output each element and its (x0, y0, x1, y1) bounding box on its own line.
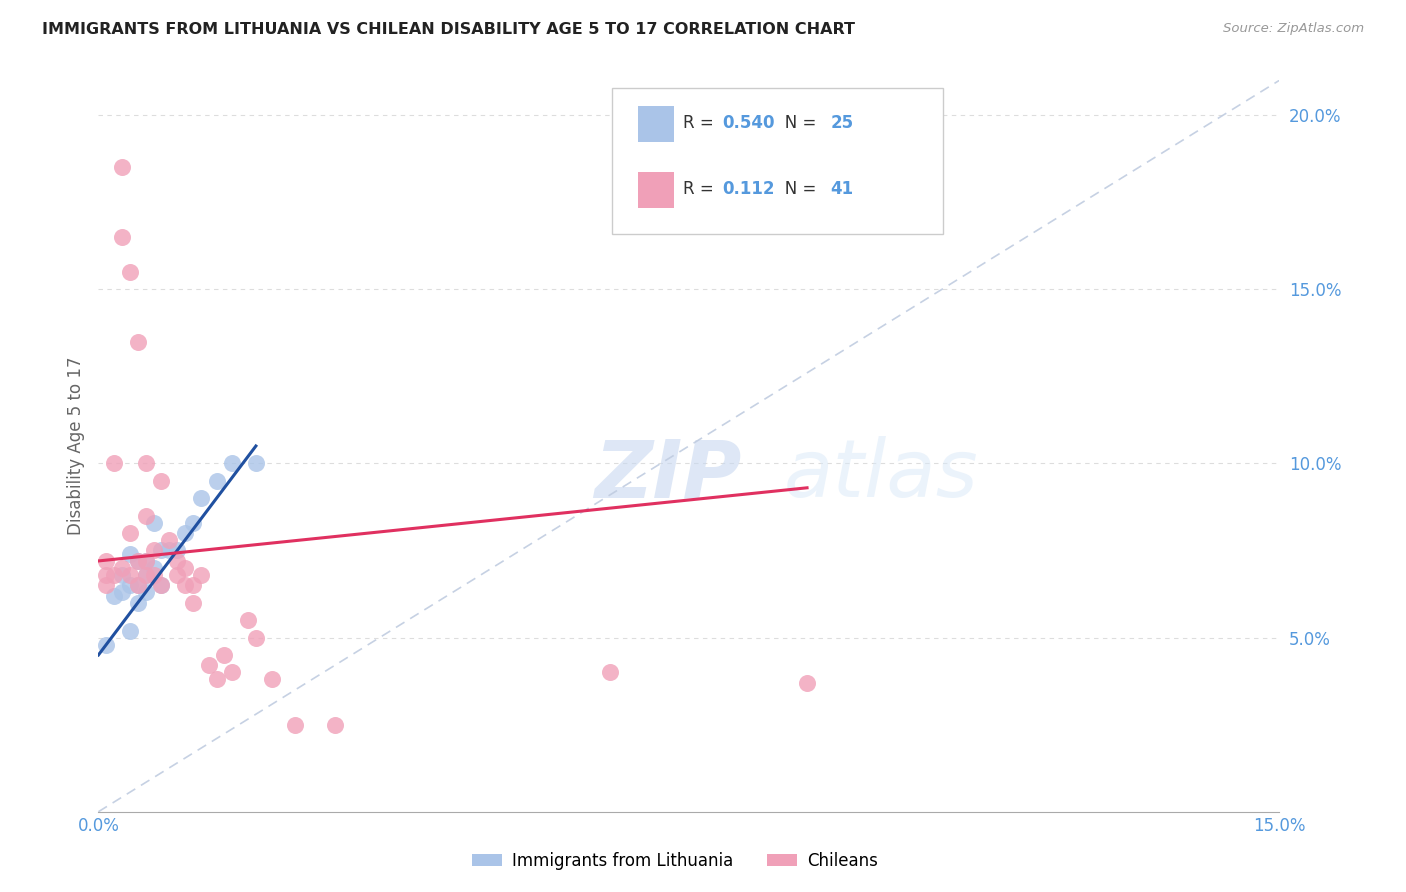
Point (135, 554, 157, 568)
Text: 25: 25 (831, 113, 853, 132)
Point (118, 265, 141, 279)
Point (174, 578, 197, 592)
Point (135, 508, 157, 523)
Point (142, 567, 165, 582)
Point (150, 543, 173, 558)
Point (111, 561, 134, 575)
Point (135, 567, 157, 582)
Text: 0.112: 0.112 (723, 179, 775, 197)
Point (181, 578, 204, 592)
Point (142, 516, 165, 530)
Point (118, 547, 141, 561)
Text: 41: 41 (831, 179, 853, 197)
Point (96, 554, 118, 568)
Point (174, 526, 197, 541)
Point (796, 676, 818, 690)
Point (127, 596, 149, 610)
Point (111, 567, 134, 582)
Point (96, 567, 118, 582)
FancyBboxPatch shape (638, 171, 673, 209)
Point (214, 648, 236, 662)
Text: atlas: atlas (783, 436, 979, 515)
Point (118, 624, 141, 638)
Point (103, 589, 125, 603)
Point (157, 543, 180, 558)
Point (135, 567, 157, 582)
Point (181, 516, 204, 530)
Point (236, 613, 259, 627)
Point (135, 554, 157, 568)
Point (205, 673, 228, 687)
Text: IMMIGRANTS FROM LITHUANIA VS CHILEAN DISABILITY AGE 5 TO 17 CORRELATION CHART: IMMIGRANTS FROM LITHUANIA VS CHILEAN DIS… (42, 22, 855, 37)
Point (284, 717, 307, 731)
Point (221, 665, 243, 680)
Text: ZIP: ZIP (595, 436, 742, 515)
Point (118, 526, 141, 541)
Point (135, 585, 157, 599)
Point (166, 543, 188, 558)
Point (111, 585, 134, 599)
Text: Source: ZipAtlas.com: Source: ZipAtlas.com (1223, 22, 1364, 36)
Point (260, 673, 283, 687)
Point (166, 554, 188, 568)
Point (323, 717, 346, 731)
Text: N =: N = (769, 113, 823, 132)
Text: N =: N = (769, 179, 823, 197)
Point (245, 631, 267, 645)
Point (111, 230, 134, 244)
Point (150, 474, 173, 488)
Point (599, 665, 621, 680)
Point (118, 567, 141, 582)
Point (142, 543, 165, 558)
FancyBboxPatch shape (638, 106, 673, 143)
Point (142, 561, 165, 575)
Point (96, 578, 118, 592)
Point (205, 474, 228, 488)
Point (174, 561, 197, 575)
Point (127, 334, 149, 349)
Point (190, 491, 212, 506)
Point (127, 554, 149, 568)
Legend: Immigrants from Lithuania, Chileans: Immigrants from Lithuania, Chileans (465, 846, 884, 877)
Point (111, 161, 134, 175)
Point (245, 457, 267, 471)
Point (127, 578, 149, 592)
Point (135, 457, 157, 471)
Point (127, 554, 149, 568)
Point (166, 567, 188, 582)
Y-axis label: Disability Age 5 to 17: Disability Age 5 to 17 (66, 357, 84, 535)
Point (150, 578, 173, 592)
Point (190, 567, 212, 582)
Point (157, 533, 180, 547)
Point (150, 578, 173, 592)
FancyBboxPatch shape (612, 87, 943, 234)
Text: R =: R = (683, 179, 724, 197)
Point (103, 567, 125, 582)
Text: R =: R = (683, 113, 718, 132)
Text: 0.540: 0.540 (723, 113, 775, 132)
Point (221, 457, 243, 471)
Point (197, 658, 219, 673)
Point (96, 638, 118, 652)
Point (181, 596, 204, 610)
Point (127, 578, 149, 592)
Point (103, 457, 125, 471)
Point (118, 578, 141, 592)
